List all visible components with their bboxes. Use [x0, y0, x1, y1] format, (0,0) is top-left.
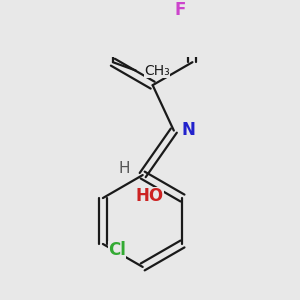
Text: F: F [175, 1, 186, 19]
Text: N: N [181, 121, 195, 139]
Text: CH₃: CH₃ [144, 64, 170, 77]
Text: HO: HO [136, 187, 164, 205]
Text: Cl: Cl [108, 241, 126, 259]
Text: H: H [119, 161, 130, 176]
